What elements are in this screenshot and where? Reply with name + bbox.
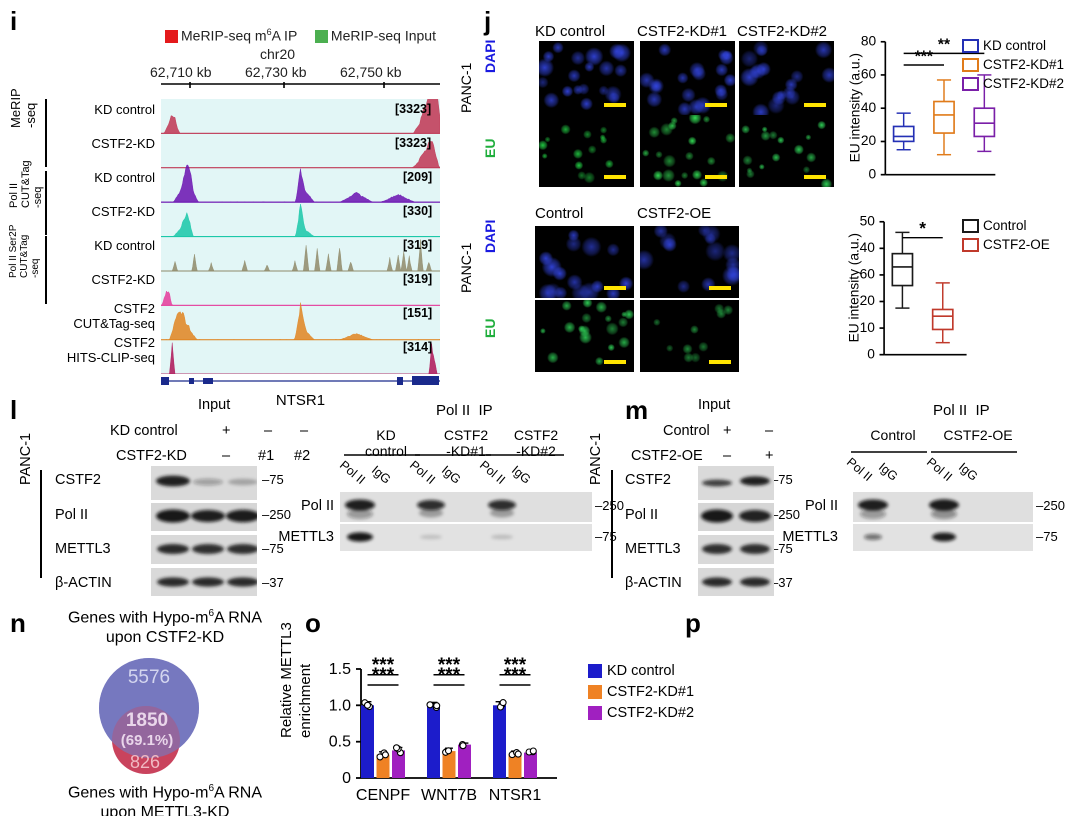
svg-text:CENPF: CENPF — [356, 787, 410, 804]
svg-text:***: *** — [504, 665, 527, 686]
svg-text:1850: 1850 — [126, 710, 168, 731]
svg-text:1.0: 1.0 — [329, 697, 351, 714]
svg-text:20: 20 — [860, 293, 876, 308]
svg-text:20: 20 — [861, 133, 877, 148]
svg-text:NTSR1: NTSR1 — [489, 787, 542, 804]
svg-text:***: *** — [915, 48, 934, 65]
svg-text:0: 0 — [867, 346, 875, 361]
svg-text:1.5: 1.5 — [329, 661, 351, 678]
svg-text:826: 826 — [130, 752, 160, 772]
svg-text:5576: 5576 — [128, 667, 170, 688]
svg-text:40: 40 — [860, 240, 876, 255]
svg-text:WNT7B: WNT7B — [421, 787, 477, 804]
svg-text:60: 60 — [861, 67, 877, 82]
svg-text:EU intensity (a.u.): EU intensity (a.u.) — [846, 233, 861, 342]
svg-text:**: ** — [938, 37, 951, 54]
svg-text:(69.1%): (69.1%) — [121, 732, 174, 749]
svg-text:60: 60 — [860, 267, 876, 282]
svg-text:0: 0 — [869, 166, 877, 181]
svg-text:EU intensity (a.u.): EU intensity (a.u.) — [848, 53, 863, 162]
svg-text:80: 80 — [861, 33, 877, 48]
svg-text:50: 50 — [860, 213, 876, 228]
svg-text:***: *** — [438, 665, 461, 686]
svg-text:0.5: 0.5 — [329, 734, 351, 751]
svg-text:***: *** — [372, 665, 395, 686]
svg-text:*: * — [919, 218, 926, 238]
svg-text:10: 10 — [860, 320, 876, 335]
svg-text:0: 0 — [342, 770, 351, 787]
svg-text:40: 40 — [861, 100, 877, 115]
